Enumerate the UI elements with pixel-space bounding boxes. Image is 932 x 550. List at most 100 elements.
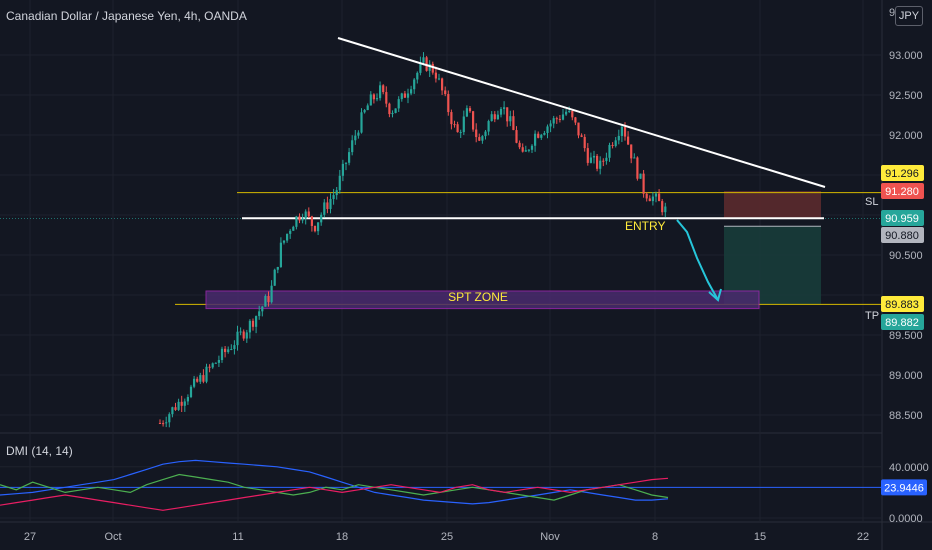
candle-body — [521, 147, 524, 152]
candle-body — [233, 345, 236, 350]
candle-body — [261, 306, 264, 312]
candle-body — [320, 214, 323, 223]
candle-body — [193, 378, 196, 387]
trend: ENTRY SPT ZONE SL TP — [337, 37, 879, 322]
candle-body — [534, 133, 537, 146]
candle-body — [565, 111, 568, 115]
candle-body — [592, 155, 596, 158]
candle-body — [369, 94, 372, 106]
candle-body — [568, 110, 571, 112]
dmi-tick-label-40.0000: 40.0000 — [889, 462, 929, 474]
price-box-91.280 — [881, 183, 924, 199]
candle-body — [599, 160, 602, 169]
price-box-label-89.882: 89.882 — [885, 317, 919, 329]
candle-body — [248, 320, 251, 333]
axis-labels: 27 Oct 11 18 25 Nov 8 15 22 93.000 92.500 92.000 90.… — [24, 50, 929, 543]
candle-body — [475, 129, 478, 138]
candle-body — [555, 118, 558, 120]
candle-body — [183, 401, 186, 406]
dmi-tick-label-0.0000: 0.0000 — [889, 513, 923, 525]
candle-body — [580, 135, 583, 137]
y-tick-label-89.500: 89.500 — [889, 330, 923, 342]
candle-body — [307, 211, 310, 217]
dmi-series-0 — [0, 459, 669, 505]
candle-body — [490, 114, 493, 122]
candle-body — [512, 116, 515, 131]
candle-body — [503, 107, 506, 109]
candle-body — [239, 331, 242, 333]
candle-body — [428, 63, 431, 71]
candle-body — [270, 285, 273, 303]
candle-body — [301, 218, 304, 221]
candle-body — [608, 144, 611, 158]
dmi-level-box — [881, 479, 927, 496]
candle-body — [220, 348, 224, 361]
candle-body — [205, 366, 208, 382]
candle-body — [614, 140, 617, 146]
candle-body — [537, 133, 540, 138]
currency-badge[interactable]: JPY — [895, 6, 923, 26]
candle-body — [338, 175, 341, 191]
x-tick-label-Nov: Nov — [540, 531, 560, 543]
candle-body — [171, 407, 174, 415]
candle-body — [214, 362, 217, 364]
candle-body — [348, 152, 351, 163]
candle-body — [208, 366, 211, 368]
candle-body — [546, 126, 549, 134]
candle-body — [276, 266, 279, 270]
candle-body — [397, 99, 400, 109]
candle-body — [642, 173, 645, 194]
candle-body — [444, 90, 447, 95]
candle-body — [317, 222, 320, 232]
candle-body — [323, 202, 326, 215]
candle-body — [450, 112, 453, 125]
candle-body — [217, 360, 220, 363]
candle-body — [379, 85, 382, 99]
candle-body — [484, 131, 487, 137]
candle-body — [416, 72, 419, 80]
candle-body — [375, 98, 379, 100]
candle-body — [403, 93, 406, 98]
candle-body — [611, 144, 614, 146]
candle-body — [236, 331, 239, 346]
dmi-series-1 — [0, 473, 669, 501]
candle-body — [245, 332, 248, 339]
candle-body — [332, 195, 335, 200]
chart-title: Canadian Dollar / Japanese Yen, 4h, OAND… — [6, 9, 247, 23]
price-box-label-89.883: 89.883 — [885, 299, 919, 311]
candle-body — [162, 423, 165, 425]
candle-body — [211, 363, 214, 368]
candle-body — [664, 206, 667, 213]
candle-body — [196, 378, 199, 382]
dmi-series-2 — [0, 477, 669, 511]
price-box-label-91.296: 91.296 — [885, 168, 919, 180]
candle-body — [251, 320, 255, 327]
candle-body — [524, 150, 527, 152]
candle-body — [571, 110, 574, 118]
y-tick-label-88.500: 88.500 — [889, 410, 923, 422]
dmi-panel — [0, 459, 882, 511]
candle-body — [186, 397, 189, 402]
candle-body — [391, 112, 394, 115]
candle-body — [267, 295, 270, 303]
price-box-91.296 — [881, 165, 924, 181]
candle-body — [478, 137, 481, 141]
candle-body — [282, 240, 286, 243]
candle-body — [298, 216, 301, 221]
candle-body — [506, 107, 509, 122]
candle-body — [481, 136, 484, 141]
candle-body — [255, 316, 258, 327]
sl-label: SL — [865, 196, 878, 208]
tp-label: TP — [865, 310, 879, 322]
candle-body — [279, 242, 282, 267]
candle-body — [617, 135, 620, 141]
candle-body — [437, 78, 441, 80]
candle-body — [304, 211, 307, 219]
candle-body — [227, 349, 230, 353]
candle-body — [589, 157, 592, 163]
candle-body — [472, 111, 475, 130]
candle-body — [639, 173, 642, 179]
x-tick-label-11: 11 — [232, 531, 243, 543]
candle-body — [295, 216, 298, 227]
candle-body — [366, 105, 369, 111]
